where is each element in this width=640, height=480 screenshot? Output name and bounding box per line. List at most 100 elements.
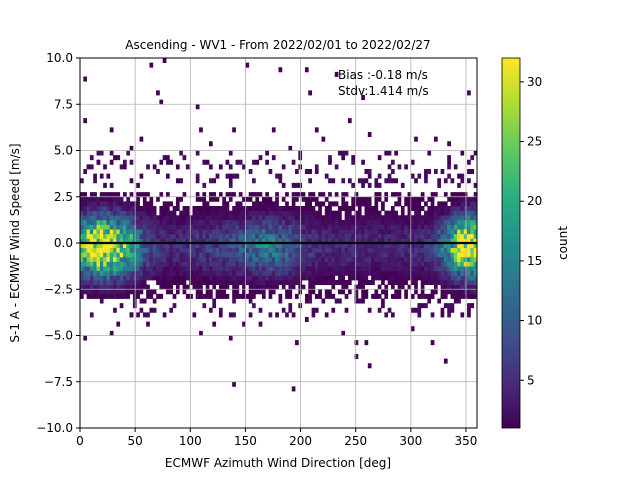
heatmap-cell (288, 206, 293, 212)
heatmap-cell (103, 266, 107, 272)
heatmap-cell (86, 261, 91, 267)
heatmap-cell (354, 224, 359, 230)
heatmap-cell (291, 215, 296, 221)
heatmap-cell (410, 275, 415, 281)
heatmap-cell (166, 270, 170, 276)
heatmap-cell (321, 233, 326, 239)
heatmap-cell (129, 247, 134, 253)
heatmap-cell (268, 224, 273, 230)
heatmap-cell (149, 275, 154, 281)
heatmap-cell (338, 215, 342, 221)
heatmap-cell (338, 266, 342, 272)
heatmap-cell (139, 270, 144, 276)
heatmap-cell (80, 210, 84, 216)
heatmap-cell (407, 252, 412, 258)
heatmap-cell (311, 270, 316, 276)
heatmap-cell (467, 247, 471, 253)
heatmap-cell (404, 275, 408, 281)
heatmap-cell (248, 169, 253, 175)
heatmap-cell (215, 261, 220, 267)
heatmap-cell (414, 243, 418, 249)
heatmap-cell (457, 261, 461, 267)
heatmap-cell (338, 247, 342, 253)
heatmap-cell (252, 252, 256, 258)
heatmap-cell (321, 256, 326, 262)
heatmap-cell (228, 150, 233, 156)
heatmap-cell (235, 243, 240, 249)
heatmap-cell (281, 206, 286, 212)
heatmap-cell (245, 229, 250, 235)
heatmap-outlier-cell (228, 335, 233, 341)
heatmap-cell (86, 219, 91, 225)
heatmap-cell (238, 293, 243, 299)
heatmap-outlier-cell (129, 312, 134, 318)
heatmap-cell (371, 215, 375, 221)
heatmap-cell (248, 266, 253, 272)
heatmap-cell (404, 256, 408, 262)
heatmap-cell (93, 196, 97, 202)
heatmap-cell (126, 270, 131, 276)
heatmap-cell (129, 284, 134, 290)
heatmap-cell (252, 229, 256, 235)
heatmap-cell (414, 201, 418, 207)
heatmap-cell (295, 247, 299, 253)
x-tick-label: 0 (76, 434, 84, 448)
heatmap-cell (281, 252, 286, 258)
heatmap-cell (222, 289, 226, 295)
heatmap-cell (278, 238, 283, 244)
heatmap-cell (364, 266, 369, 272)
heatmap-cell (357, 275, 362, 281)
heatmap-cell (361, 233, 365, 239)
heatmap-cell (377, 252, 382, 258)
heatmap-cell (394, 201, 398, 207)
heatmap-cell (86, 280, 91, 286)
heatmap-cell (437, 256, 442, 262)
heatmap-cell (103, 182, 107, 188)
y-tick-label: 10.0 (46, 51, 73, 65)
heatmap-cell (126, 284, 131, 290)
heatmap-cell (404, 289, 408, 295)
heatmap-cell (166, 224, 170, 230)
heatmap-cell (248, 284, 253, 290)
heatmap-cell (381, 270, 385, 276)
heatmap-outlier-cell (460, 150, 465, 156)
heatmap-cell (166, 159, 170, 165)
heatmap-cell (195, 238, 200, 244)
heatmap-cell (301, 284, 306, 290)
heatmap-cell (453, 233, 458, 239)
heatmap-cell (159, 243, 164, 249)
heatmap-outlier-cell (291, 386, 296, 392)
heatmap-cell (311, 247, 316, 253)
heatmap-outlier-cell (275, 312, 279, 318)
heatmap-cell (301, 266, 306, 272)
heatmap-cell (228, 266, 233, 272)
heatmap-cell (460, 238, 465, 244)
heatmap-cell (103, 261, 107, 267)
heatmap-cell (222, 261, 226, 267)
heatmap-cell (450, 224, 455, 230)
heatmap-cell (384, 312, 389, 318)
heatmap-cell (295, 280, 299, 286)
heatmap-cell (169, 284, 174, 290)
heatmap-cell (271, 229, 276, 235)
heatmap-cell (371, 261, 375, 267)
heatmap-cell (457, 289, 461, 295)
heatmap-cell (377, 270, 382, 276)
heatmap-cell (185, 243, 190, 249)
heatmap-cell (166, 201, 170, 207)
heatmap-cell (252, 201, 256, 207)
heatmap-cell (397, 289, 402, 295)
heatmap-cell (146, 266, 150, 272)
heatmap-cell (123, 224, 127, 230)
heatmap-cell (261, 247, 266, 253)
heatmap-cell (162, 243, 167, 249)
heatmap-cell (242, 280, 246, 286)
heatmap-cell (440, 169, 445, 175)
heatmap-cell (291, 192, 296, 198)
heatmap-cell (384, 210, 389, 216)
heatmap-cell (443, 224, 448, 230)
heatmap-cell (351, 270, 355, 276)
heatmap-cell (252, 266, 256, 272)
heatmap-cell (129, 219, 134, 225)
heatmap-cell (331, 280, 336, 286)
